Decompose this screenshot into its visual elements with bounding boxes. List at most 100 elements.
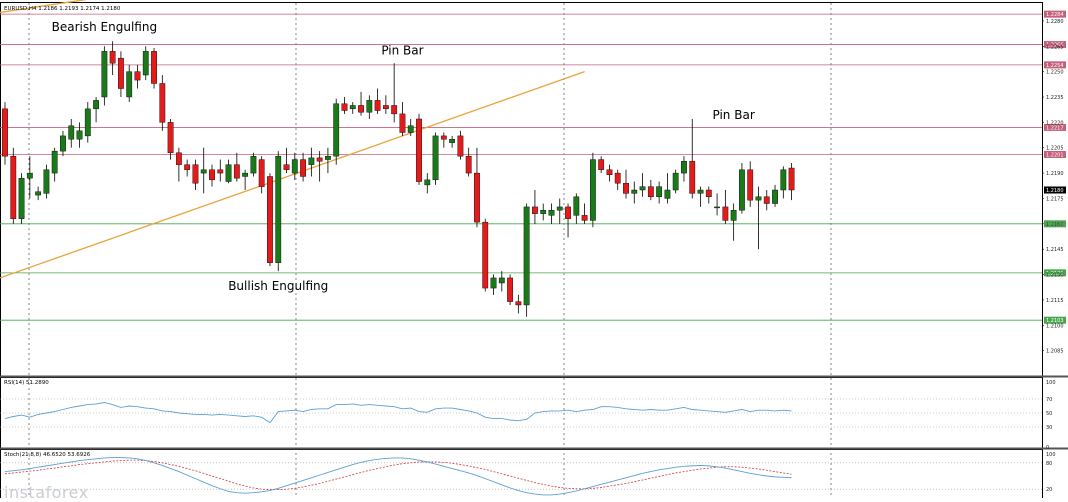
candle bbox=[399, 102, 406, 136]
candles bbox=[2, 41, 795, 317]
candle-body bbox=[60, 135, 66, 152]
candle bbox=[440, 132, 447, 148]
candle-body bbox=[722, 206, 729, 221]
candle bbox=[515, 294, 522, 314]
candle bbox=[142, 46, 149, 81]
trendlines bbox=[0, 0, 585, 279]
candle-body bbox=[589, 159, 596, 221]
candle-body bbox=[565, 206, 571, 219]
candle bbox=[416, 113, 422, 185]
candle bbox=[159, 75, 166, 131]
candle-body bbox=[399, 113, 406, 133]
candle bbox=[598, 156, 605, 174]
candle-body bbox=[200, 169, 207, 174]
candle-body bbox=[705, 189, 712, 197]
symbol-header: EURUSD,H4 1.2186 1.2193 1.2174 1.2180 bbox=[4, 6, 121, 12]
candle-body bbox=[507, 277, 513, 302]
candle bbox=[391, 63, 398, 123]
candle bbox=[714, 193, 720, 216]
candle bbox=[407, 118, 414, 136]
candle bbox=[209, 164, 215, 187]
stoch-panel-frame bbox=[0, 449, 1043, 500]
candle bbox=[134, 64, 141, 89]
candle bbox=[109, 41, 116, 76]
candle bbox=[474, 147, 480, 228]
candle-body bbox=[267, 176, 273, 263]
level-label: 1.2103 bbox=[1046, 318, 1064, 324]
candle bbox=[424, 173, 431, 194]
level-label-box bbox=[1044, 61, 1066, 69]
candle bbox=[722, 190, 729, 224]
rsi-line bbox=[4, 402, 792, 424]
candle bbox=[233, 152, 240, 182]
price-tick-label: 1.2100 bbox=[1046, 323, 1064, 329]
candle-body bbox=[142, 51, 149, 76]
rsi-header: RSI(14) 51.2890 bbox=[4, 380, 49, 386]
candle-body bbox=[126, 71, 133, 98]
price-tick-label: 1.2145 bbox=[1046, 247, 1064, 253]
candle-body bbox=[283, 164, 290, 170]
candle-body bbox=[93, 100, 99, 110]
candle bbox=[606, 164, 613, 182]
candle bbox=[664, 173, 671, 204]
candle-body bbox=[780, 169, 787, 191]
candle bbox=[681, 156, 687, 182]
candle bbox=[300, 152, 306, 182]
candle-body bbox=[755, 196, 762, 201]
candle bbox=[18, 173, 25, 224]
candle bbox=[341, 97, 348, 114]
level-label-box bbox=[1044, 150, 1066, 158]
price-tick-label: 1.2205 bbox=[1046, 146, 1064, 152]
candle bbox=[730, 203, 737, 241]
candle bbox=[623, 169, 629, 199]
candle bbox=[763, 190, 770, 211]
candle bbox=[507, 274, 513, 305]
candle bbox=[275, 151, 282, 272]
candle-body bbox=[151, 51, 157, 84]
stoch-signal-line bbox=[4, 459, 792, 491]
candle-body bbox=[763, 196, 770, 204]
level-label-box bbox=[1044, 10, 1066, 18]
candle bbox=[258, 156, 265, 194]
candle-body bbox=[374, 100, 381, 111]
candle bbox=[739, 162, 745, 214]
candle-body bbox=[681, 161, 687, 174]
candle-body bbox=[275, 155, 282, 263]
candle-body bbox=[184, 164, 191, 170]
candle-body bbox=[134, 71, 141, 81]
candle bbox=[51, 147, 58, 182]
candle-body bbox=[167, 122, 174, 154]
candle bbox=[556, 198, 563, 224]
price-tick-label: 1.2235 bbox=[1046, 95, 1064, 101]
candle bbox=[432, 132, 439, 185]
candle-body bbox=[101, 51, 108, 98]
candle-body bbox=[18, 177, 25, 219]
candle-body bbox=[2, 108, 8, 157]
candle-body bbox=[697, 189, 704, 194]
level-label: 1.2284 bbox=[1046, 12, 1064, 18]
candle-body bbox=[175, 152, 182, 165]
candle-body bbox=[689, 161, 696, 194]
candle-body bbox=[192, 164, 199, 184]
price-tick-label: 1.2280 bbox=[1046, 19, 1064, 25]
candle bbox=[192, 159, 199, 190]
candle-body bbox=[656, 186, 663, 197]
candle-body bbox=[391, 105, 398, 115]
candle bbox=[26, 156, 33, 199]
rsi-tick-label: 100 bbox=[1046, 380, 1056, 386]
candle-body bbox=[474, 172, 480, 223]
candle-body bbox=[258, 159, 265, 187]
level-label: 1.2201 bbox=[1046, 152, 1064, 158]
level-label: 1.2217 bbox=[1046, 125, 1064, 131]
price-tick-label: 1.2250 bbox=[1046, 70, 1064, 76]
price-tick-label: 1.2190 bbox=[1046, 171, 1064, 177]
candle-body bbox=[623, 183, 629, 194]
candle-body bbox=[515, 301, 522, 306]
candle-body bbox=[573, 196, 580, 216]
candle bbox=[548, 203, 555, 224]
candle bbox=[788, 162, 795, 201]
candle-body bbox=[772, 189, 778, 204]
candle bbox=[358, 91, 364, 116]
level-label-box bbox=[1044, 269, 1066, 277]
price-axis: 1.2280 1.2265 1.2250 1.2235 1.2220 1.2205 1.21… bbox=[1042, 19, 1064, 355]
